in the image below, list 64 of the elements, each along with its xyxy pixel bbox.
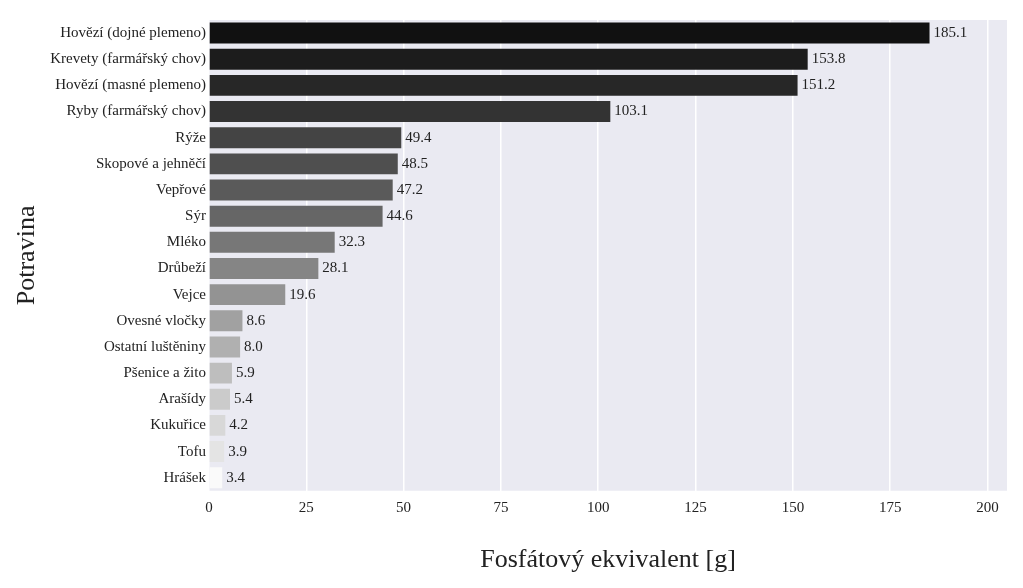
bar xyxy=(209,336,241,358)
bar xyxy=(209,441,225,463)
x-tick-label: 150 xyxy=(781,498,805,515)
bar xyxy=(209,179,393,201)
data-label: 185.1 xyxy=(933,24,968,41)
y-tick-label: Ovesné vločky xyxy=(116,311,207,328)
y-tick-label: Arašídy xyxy=(158,390,207,407)
bar xyxy=(209,74,798,96)
y-tick-label: Mléko xyxy=(166,233,206,250)
bar xyxy=(209,231,335,253)
data-label: 47.2 xyxy=(396,180,423,197)
y-axis-title: Potravina xyxy=(11,205,41,306)
y-tick-label: Vejce xyxy=(172,285,207,302)
y-tick-label: Pšenice a žito xyxy=(123,364,206,381)
bar xyxy=(209,127,402,149)
bar xyxy=(209,101,611,123)
bar xyxy=(209,205,383,227)
y-tick-label: Ryby (farmářský chov) xyxy=(66,102,206,120)
data-label: 8.0 xyxy=(244,337,263,354)
x-tick-label: 175 xyxy=(878,498,902,515)
bar xyxy=(209,310,243,332)
x-tick-label: 125 xyxy=(684,498,707,515)
x-tick-label: 25 xyxy=(298,498,314,515)
y-tick-label: Rýže xyxy=(175,128,207,145)
x-tick-label: 75 xyxy=(493,498,509,515)
y-tick-label: Hovězí (masné plemeno) xyxy=(55,76,206,94)
data-label: 44.6 xyxy=(386,207,414,224)
bar xyxy=(209,362,232,384)
bar xyxy=(209,258,319,279)
bar xyxy=(209,388,230,410)
data-label: 5.9 xyxy=(235,364,255,381)
y-tick-label: Sýr xyxy=(185,207,206,224)
data-label: 49.4 xyxy=(405,128,433,145)
data-label: 28.1 xyxy=(322,259,349,276)
x-tick-label: 50 xyxy=(396,498,412,515)
bar xyxy=(209,48,808,70)
data-label: 151.2 xyxy=(801,76,836,93)
y-tick-label: Tofu xyxy=(177,442,207,459)
y-tick-label: Drůbeží xyxy=(157,259,206,276)
bar xyxy=(209,153,398,175)
data-label: 8.6 xyxy=(246,311,266,328)
bar xyxy=(209,22,930,44)
x-tick-label: 200 xyxy=(976,498,999,515)
x-axis-title: Fosfátový ekvivalent [g] xyxy=(480,544,736,574)
y-tick-label: Skopové a jehněčí xyxy=(96,154,206,171)
y-tick-label: Hovězí (dojné plemeno) xyxy=(60,24,206,42)
y-tick-label: Hrášek xyxy=(163,468,207,485)
x-tick-label: 0 xyxy=(205,498,213,515)
bar xyxy=(209,284,286,306)
y-tick-label: Ostatní luštěniny xyxy=(103,337,207,354)
data-label: 32.3 xyxy=(338,233,365,250)
data-label: 19.6 xyxy=(289,285,317,302)
data-label: 48.5 xyxy=(401,154,429,171)
y-tick-label: Kukuřice xyxy=(150,416,207,433)
bar xyxy=(209,414,226,436)
data-label: 3.9 xyxy=(228,442,247,459)
data-label: 103.1 xyxy=(614,102,649,119)
y-tick-label: Krevety (farmářský chov) xyxy=(50,50,206,68)
data-label: 5.4 xyxy=(233,390,254,407)
y-tick-label: Vepřové xyxy=(155,180,207,197)
x-tick-label: 100 xyxy=(587,498,610,515)
data-label: 153.8 xyxy=(811,50,846,67)
data-label: 3.4 xyxy=(226,468,246,485)
data-label: 4.2 xyxy=(229,416,249,433)
